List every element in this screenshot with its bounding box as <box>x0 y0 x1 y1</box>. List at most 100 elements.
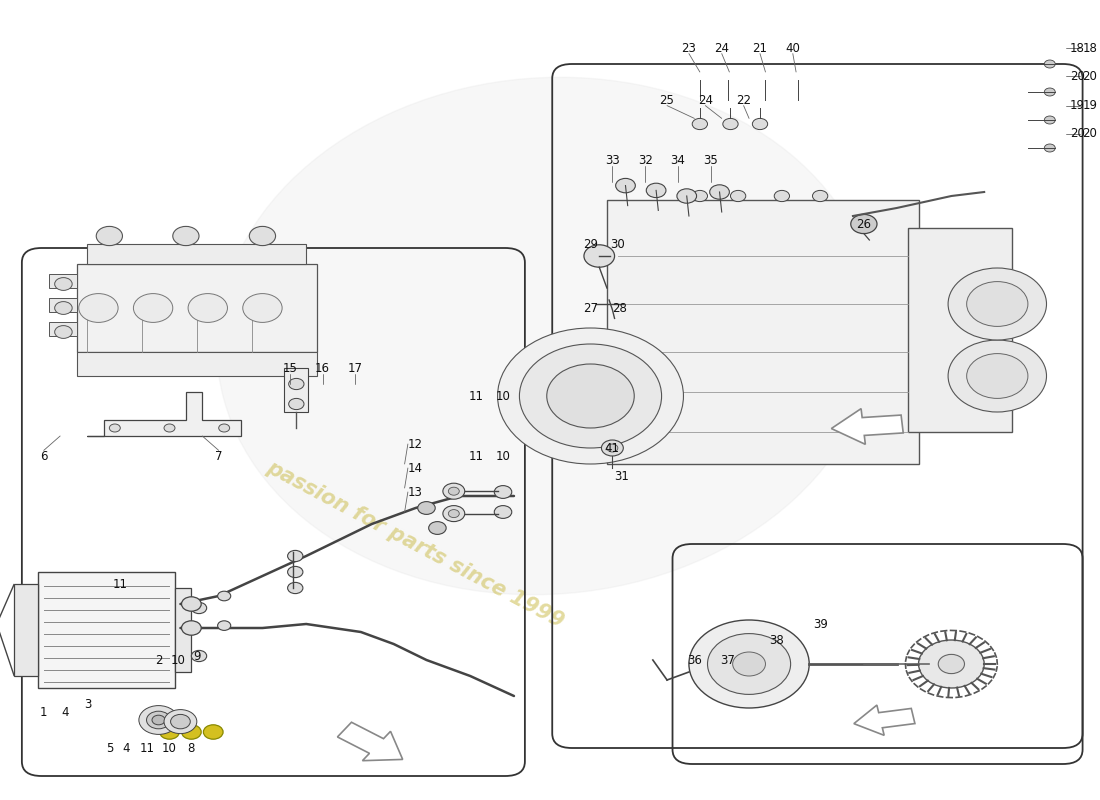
Polygon shape <box>88 392 241 436</box>
Circle shape <box>494 486 512 498</box>
Circle shape <box>219 424 230 432</box>
Circle shape <box>287 582 303 594</box>
Circle shape <box>967 354 1027 398</box>
Text: 21: 21 <box>752 42 768 54</box>
Text: 20: 20 <box>1069 127 1085 140</box>
Circle shape <box>152 715 165 725</box>
Text: 40: 40 <box>785 42 800 54</box>
Circle shape <box>602 440 624 456</box>
Circle shape <box>607 444 618 452</box>
Circle shape <box>497 328 683 464</box>
Text: 11: 11 <box>469 390 483 402</box>
Text: 17: 17 <box>348 362 363 374</box>
Text: 41: 41 <box>605 442 620 454</box>
Circle shape <box>418 502 436 514</box>
Text: 10: 10 <box>496 450 510 462</box>
Circle shape <box>676 189 696 203</box>
Circle shape <box>55 278 73 290</box>
Circle shape <box>173 226 199 246</box>
Text: 23: 23 <box>682 42 696 54</box>
Bar <box>175 588 191 672</box>
Circle shape <box>287 550 303 562</box>
Circle shape <box>164 424 175 432</box>
Circle shape <box>730 190 746 202</box>
Circle shape <box>55 326 73 338</box>
Circle shape <box>218 591 231 601</box>
Text: 2: 2 <box>155 654 163 666</box>
Text: 9: 9 <box>194 650 200 662</box>
Text: 27: 27 <box>583 302 598 314</box>
Text: 28: 28 <box>613 302 627 314</box>
Text: 39: 39 <box>813 618 827 630</box>
Bar <box>607 200 918 464</box>
Circle shape <box>133 294 173 322</box>
Circle shape <box>692 118 707 130</box>
Circle shape <box>1044 88 1055 96</box>
Circle shape <box>1044 60 1055 68</box>
Text: 11: 11 <box>469 450 483 462</box>
Circle shape <box>443 483 464 499</box>
Text: 10: 10 <box>162 742 177 754</box>
Circle shape <box>948 340 1046 412</box>
Text: 11: 11 <box>140 742 155 754</box>
Circle shape <box>519 344 661 448</box>
Bar <box>50 298 77 312</box>
Text: 33: 33 <box>605 154 619 166</box>
Circle shape <box>55 302 73 314</box>
Text: 18: 18 <box>1082 42 1098 54</box>
Text: 22: 22 <box>736 94 751 106</box>
Text: 11: 11 <box>113 578 128 590</box>
Bar <box>14 584 39 676</box>
Circle shape <box>647 183 666 198</box>
Text: 19: 19 <box>1082 99 1098 112</box>
Ellipse shape <box>217 78 877 594</box>
Text: 12: 12 <box>408 438 424 450</box>
Text: 26: 26 <box>857 218 871 230</box>
Circle shape <box>723 118 738 130</box>
Text: passion for parts since 1999: passion for parts since 1999 <box>264 457 568 631</box>
Text: 1: 1 <box>40 706 47 718</box>
Circle shape <box>850 214 877 234</box>
Circle shape <box>1044 116 1055 124</box>
Text: 4: 4 <box>122 742 130 754</box>
Circle shape <box>288 398 304 410</box>
Circle shape <box>182 621 201 635</box>
Circle shape <box>710 185 729 199</box>
Bar <box>77 352 317 376</box>
Text: 20: 20 <box>1082 127 1098 140</box>
Circle shape <box>243 294 282 322</box>
Circle shape <box>218 621 231 630</box>
Circle shape <box>191 602 207 614</box>
Text: 14: 14 <box>408 462 424 474</box>
Polygon shape <box>854 705 915 735</box>
Text: 20: 20 <box>1082 70 1098 82</box>
Circle shape <box>733 652 766 676</box>
Text: 13: 13 <box>408 486 424 498</box>
Circle shape <box>616 178 636 193</box>
Text: 24: 24 <box>714 42 729 54</box>
Text: 37: 37 <box>719 654 735 666</box>
Circle shape <box>287 566 303 578</box>
Bar <box>908 228 1012 432</box>
Text: 20: 20 <box>1069 70 1085 82</box>
Text: 25: 25 <box>660 94 674 106</box>
Text: 10: 10 <box>170 654 186 666</box>
Circle shape <box>494 506 512 518</box>
Text: 16: 16 <box>315 362 330 374</box>
Circle shape <box>752 118 768 130</box>
Circle shape <box>948 268 1046 340</box>
Text: 18: 18 <box>1069 42 1085 54</box>
Circle shape <box>584 245 615 267</box>
Text: 3: 3 <box>84 698 91 710</box>
Circle shape <box>449 487 460 495</box>
Text: 34: 34 <box>671 154 685 166</box>
Text: 19: 19 <box>1069 99 1085 112</box>
Circle shape <box>429 522 447 534</box>
Circle shape <box>707 634 791 694</box>
Circle shape <box>182 597 201 611</box>
Bar <box>284 368 308 412</box>
Circle shape <box>813 190 828 202</box>
Text: 36: 36 <box>688 654 702 666</box>
Circle shape <box>164 710 197 734</box>
Text: 30: 30 <box>610 238 625 250</box>
